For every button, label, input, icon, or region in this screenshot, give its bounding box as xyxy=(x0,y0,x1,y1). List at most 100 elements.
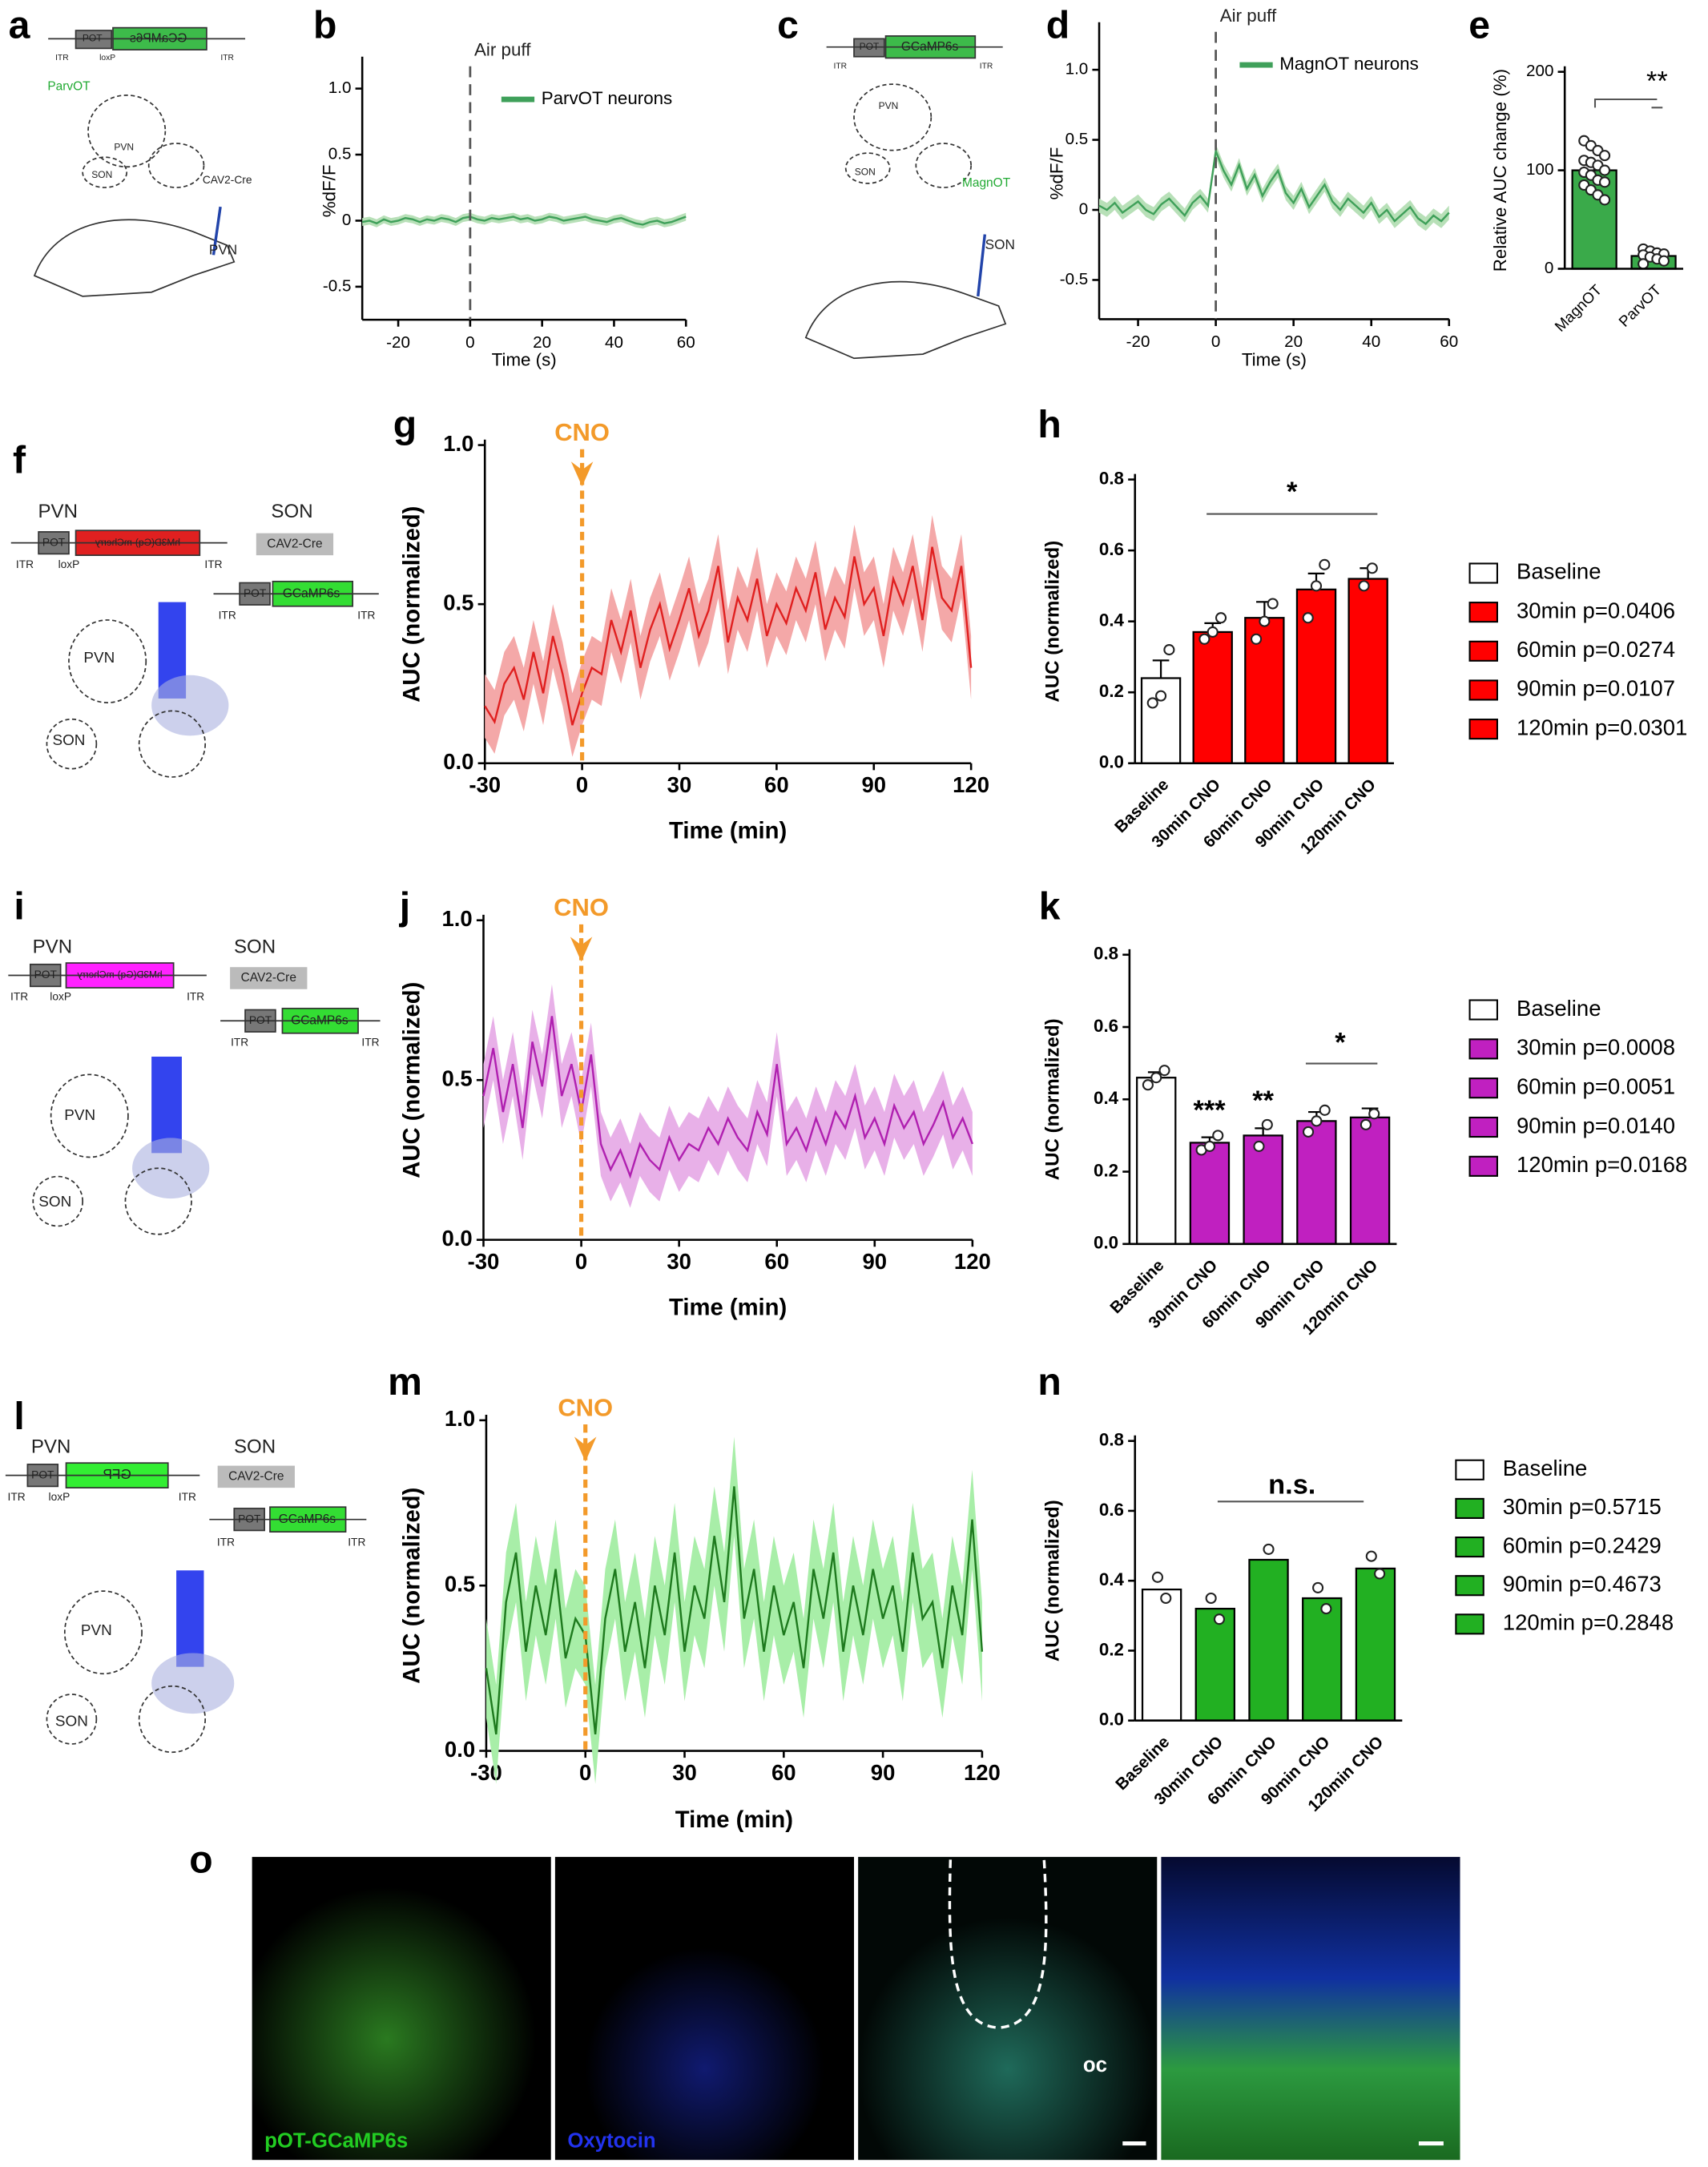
diagram-label: ITR xyxy=(361,1036,379,1048)
data-point xyxy=(1142,1079,1154,1091)
pvn-outline xyxy=(63,1590,143,1675)
significance: ** xyxy=(1646,66,1668,96)
data-point xyxy=(1598,194,1611,206)
bar xyxy=(1248,1558,1289,1722)
diagram-label: PVN xyxy=(31,1436,70,1458)
x-tick-label: 20 xyxy=(533,333,551,352)
legend-swatch xyxy=(1468,1077,1498,1099)
diagram-label: SON xyxy=(234,936,276,958)
data-point xyxy=(1598,176,1611,188)
diagram-label: ITR xyxy=(217,1537,235,1549)
diagram-label: ITR xyxy=(980,62,993,70)
son-outline xyxy=(82,156,128,188)
significance: *** xyxy=(1194,1095,1227,1126)
bar xyxy=(1295,588,1337,764)
trace-line xyxy=(484,546,973,726)
y-tick-label: 1.0 xyxy=(443,431,473,456)
diagram-label: SON xyxy=(52,732,85,749)
panel-letter: f xyxy=(13,439,26,482)
diagram-label: PVN xyxy=(83,650,115,667)
panel-letter: c xyxy=(777,3,799,46)
stimulus-arrow xyxy=(570,936,593,962)
trace-line xyxy=(485,1486,984,1735)
y-tick-label: 0.8 xyxy=(1099,1430,1124,1450)
diagram-label: ITR xyxy=(204,558,222,570)
diagram-label: SON xyxy=(38,1194,71,1210)
diagram-label: ITR xyxy=(220,54,234,62)
data-point xyxy=(1658,255,1670,267)
diagram-label: hM3D(Gq)-mCherry xyxy=(78,969,163,981)
y-tick-label: 1.0 xyxy=(328,79,352,97)
data-point xyxy=(1360,1118,1372,1130)
data-point xyxy=(1320,1603,1332,1615)
panel-letter: k xyxy=(1039,885,1061,928)
diagram-label: ITR xyxy=(231,1036,248,1048)
data-point xyxy=(1598,164,1611,176)
data-point xyxy=(1263,1543,1275,1555)
son-outline xyxy=(46,718,98,770)
diagram-label: ITR xyxy=(187,991,204,1003)
y-tick-label: 0.8 xyxy=(1094,944,1118,964)
legend-label: 60min p=0.2429 xyxy=(1503,1533,1662,1557)
legend-label: 120min p=0.2848 xyxy=(1503,1610,1674,1635)
diagram-label: SON xyxy=(271,501,312,522)
y-tick-label: 0.2 xyxy=(1094,1160,1118,1180)
legend-label: 60min p=0.0051 xyxy=(1517,1073,1675,1098)
x-tick-label: 90 xyxy=(862,1249,887,1274)
diagram-label: POT xyxy=(83,33,103,44)
data-point xyxy=(1319,558,1331,570)
trace-line xyxy=(482,1016,973,1179)
y-tick-label: 1.0 xyxy=(445,1406,475,1431)
image-label: pOT-GCaMP6s xyxy=(264,2130,408,2153)
son-outline xyxy=(32,1175,84,1227)
legend-swatch xyxy=(1468,1155,1498,1177)
fiber xyxy=(176,1570,204,1667)
y-tick-label: 1.0 xyxy=(1065,60,1089,79)
data-point xyxy=(1212,1130,1224,1142)
legend-label: 90min p=0.0140 xyxy=(1517,1113,1675,1138)
data-point xyxy=(1205,1592,1217,1605)
x-tick-label: 90 xyxy=(871,1760,896,1785)
trace-line xyxy=(361,215,687,226)
image-label: oc xyxy=(1083,2054,1107,2076)
y-axis-label: AUC (normalized) xyxy=(1042,1500,1064,1662)
data-point xyxy=(1206,626,1219,638)
y-tick-label: 0.5 xyxy=(442,1065,473,1090)
legend-swatch xyxy=(1468,1116,1498,1138)
diagram-label: PVN xyxy=(33,936,72,958)
data-point xyxy=(1368,1108,1380,1120)
data-point xyxy=(1160,1592,1172,1605)
legend-swatch xyxy=(1468,999,1498,1021)
significance: * xyxy=(1287,477,1298,507)
data-point xyxy=(1146,697,1158,709)
diagram-label: GCaMP6s xyxy=(283,586,340,600)
son-outline xyxy=(147,143,205,188)
diagram-label: PVN xyxy=(879,100,899,111)
y-tick-label: 0.4 xyxy=(1094,1088,1119,1108)
data-point xyxy=(1312,1581,1324,1593)
legend-swatch xyxy=(1468,1038,1498,1060)
bar xyxy=(1355,1567,1396,1722)
data-point xyxy=(1374,1568,1386,1580)
panel-letter: b xyxy=(313,3,336,46)
diagram-label: PVN xyxy=(38,501,77,522)
x-tick-label: 120 xyxy=(953,772,989,797)
diagram-label: CAV2-Cre xyxy=(267,537,322,550)
data-point xyxy=(1358,580,1370,592)
legend-swatch xyxy=(1455,1575,1484,1597)
pvn-outline xyxy=(50,1073,129,1158)
y-tick-label: 0.2 xyxy=(1099,681,1124,701)
stimulus-arrow xyxy=(570,461,594,487)
diagram-label: PVN xyxy=(114,141,134,152)
diagram-label: ITR xyxy=(834,62,848,70)
trace-line xyxy=(1098,147,1450,226)
mouse-outline xyxy=(804,280,1007,360)
stimulus-label: CNO xyxy=(554,893,609,921)
bar xyxy=(1136,1077,1177,1245)
x-tick-label: 60 xyxy=(1440,332,1458,351)
micrograph xyxy=(554,1856,854,2161)
error-band xyxy=(483,984,973,1208)
label-box xyxy=(256,533,334,556)
y-tick-label: 0.4 xyxy=(1099,1569,1125,1589)
y-tick-label: 0.6 xyxy=(1094,1016,1118,1036)
